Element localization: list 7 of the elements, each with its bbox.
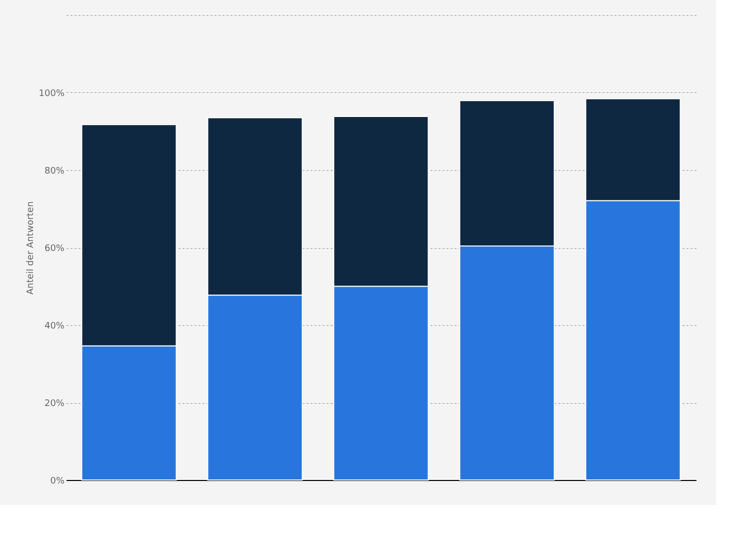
y-tick-label: 40%: [44, 322, 65, 332]
y-tick-label: 20%: [44, 399, 65, 409]
y-axis-title: Anteil der Antworten: [26, 201, 36, 295]
y-tick-label: 80%: [44, 166, 65, 176]
y-tick-label: 60%: [44, 244, 65, 254]
y-tick-label: 0%: [50, 476, 65, 486]
y-tick-label: 100%: [38, 89, 65, 99]
